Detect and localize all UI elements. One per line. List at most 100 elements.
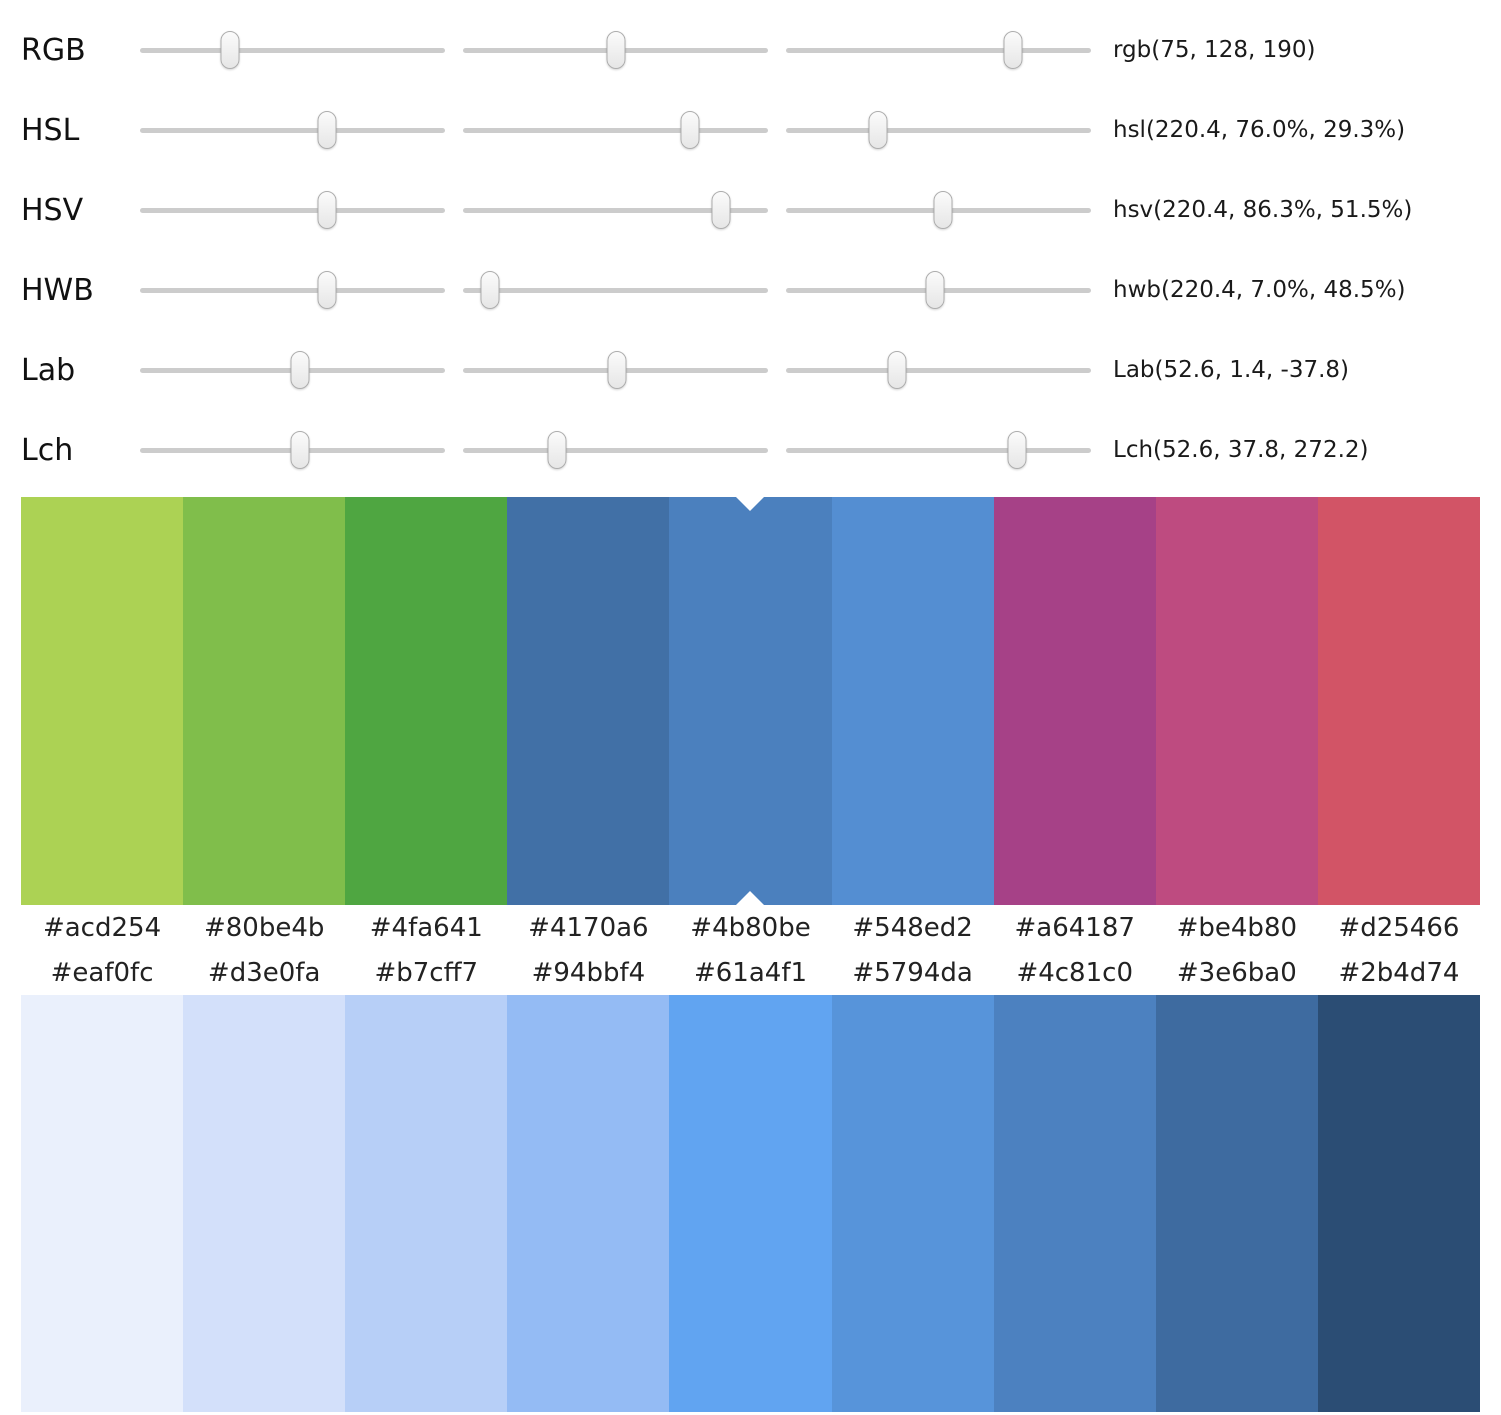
swatch-hex-label: #4c81c0: [1016, 957, 1133, 988]
swatch-hex-label: #d3e0fa: [207, 957, 321, 988]
slider-track-group: [140, 271, 1091, 309]
color-swatch[interactable]: [183, 497, 346, 905]
colorspace-label: HSV: [21, 192, 84, 228]
slider-handle[interactable]: [711, 191, 731, 229]
slider-track[interactable]: [463, 271, 768, 309]
slider-handle[interactable]: [220, 31, 240, 69]
slider-track-group: [140, 351, 1091, 389]
slider-handle[interactable]: [317, 271, 337, 309]
slider-track[interactable]: [786, 111, 1091, 149]
color-swatch[interactable]: [669, 497, 832, 905]
color-value-text: Lch(52.6, 37.8, 272.2): [1113, 437, 1369, 463]
swatch-hex-label: #a64187: [1014, 912, 1135, 943]
color-swatch[interactable]: [21, 995, 184, 1412]
color-swatch[interactable]: [183, 995, 346, 1412]
slider-track-group: [140, 431, 1091, 469]
color-value-text: hwb(220.4, 7.0%, 48.5%): [1113, 277, 1406, 303]
slider-handle[interactable]: [868, 111, 888, 149]
swatch-hex-label: #94bbf4: [531, 957, 646, 988]
slider-track[interactable]: [463, 31, 768, 69]
shade-palette: [21, 995, 1480, 1412]
color-value-text: hsl(220.4, 76.0%, 29.3%): [1113, 117, 1406, 143]
slider-track[interactable]: [140, 271, 445, 309]
slider-handle[interactable]: [480, 271, 500, 309]
slider-row: RGB rgb(75, 128, 190): [0, 10, 1501, 90]
slider-track-group: [140, 191, 1091, 229]
swatch-hex-label: #4b80be: [690, 912, 811, 943]
slider-row: Lab Lab(52.6, 1.4, -37.8): [0, 330, 1501, 410]
color-swatch[interactable]: [21, 497, 184, 905]
swatch-hex-label: #d25466: [1338, 912, 1460, 943]
slider-handle[interactable]: [317, 191, 337, 229]
colorspace-label: RGB: [21, 32, 86, 68]
shade-hex-labels-row: #eaf0fc #d3e0fa #b7cff7 #94bbf4 #61a4f1 #5794…: [21, 950, 1480, 995]
slider-track-group: [140, 111, 1091, 149]
slider-track-group: [140, 31, 1091, 69]
swatch-hex-label: #5794da: [852, 957, 973, 988]
slider-track[interactable]: [140, 191, 445, 229]
swatch-hex-label: #3e6ba0: [1176, 957, 1297, 988]
slider-track[interactable]: [786, 191, 1091, 229]
slider-row: Lch Lch(52.6, 37.8, 272.2): [0, 410, 1501, 490]
slider-track[interactable]: [786, 271, 1091, 309]
slider-handle[interactable]: [680, 111, 700, 149]
slider-handle[interactable]: [606, 31, 626, 69]
swatch-hex-label: #b7cff7: [374, 957, 479, 988]
slider-handle[interactable]: [887, 351, 907, 389]
slider-row: HWB hwb(220.4, 7.0%, 48.5%): [0, 250, 1501, 330]
slider-track[interactable]: [463, 431, 768, 469]
colorspace-label: HWB: [21, 272, 94, 308]
slider-row: HSV hsv(220.4, 86.3%, 51.5%): [0, 170, 1501, 250]
slider-track[interactable]: [140, 31, 445, 69]
slider-row: HSL hsl(220.4, 76.0%, 29.3%): [0, 90, 1501, 170]
slider-track[interactable]: [786, 351, 1091, 389]
slider-handle[interactable]: [607, 351, 627, 389]
color-swatch[interactable]: [993, 497, 1156, 905]
color-swatch[interactable]: [507, 995, 670, 1412]
swatch-hex-label: #4fa641: [369, 912, 483, 943]
slider-track[interactable]: [786, 31, 1091, 69]
selected-swatch-marker-bottom: [736, 891, 765, 905]
color-value-text: rgb(75, 128, 190): [1113, 37, 1316, 63]
slider-handle[interactable]: [547, 431, 567, 469]
slider-handle[interactable]: [925, 271, 945, 309]
slider-handle[interactable]: [1007, 431, 1027, 469]
swatch-hex-label: #548ed2: [852, 912, 973, 943]
color-swatch[interactable]: [831, 497, 994, 905]
slider-handle[interactable]: [933, 191, 953, 229]
colorspace-label: Lab: [21, 352, 76, 388]
slider-handle[interactable]: [290, 351, 310, 389]
hue-hex-labels-row: #acd254 #80be4b #4fa641 #4170a6 #4b80be #548e…: [21, 905, 1480, 950]
slider-track[interactable]: [463, 351, 768, 389]
slider-handle[interactable]: [317, 111, 337, 149]
swatch-hex-label: #80be4b: [203, 912, 325, 943]
colorspace-label: HSL: [21, 112, 80, 148]
color-swatch[interactable]: [1317, 995, 1480, 1412]
slider-track[interactable]: [140, 111, 445, 149]
color-swatch[interactable]: [345, 497, 508, 905]
color-swatch[interactable]: [1155, 995, 1318, 1412]
color-swatch[interactable]: [1317, 497, 1480, 905]
slider-track[interactable]: [463, 191, 768, 229]
color-swatch[interactable]: [345, 995, 508, 1412]
color-value-text: hsv(220.4, 86.3%, 51.5%): [1113, 197, 1413, 223]
slider-track[interactable]: [140, 431, 445, 469]
slider-track[interactable]: [786, 431, 1091, 469]
colorspace-label: Lch: [21, 432, 74, 468]
color-swatch[interactable]: [831, 995, 994, 1412]
selected-swatch-marker-top: [736, 497, 765, 511]
slider-handle[interactable]: [1003, 31, 1023, 69]
swatch-hex-label: #eaf0fc: [50, 957, 154, 988]
color-swatch[interactable]: [669, 995, 832, 1412]
swatch-hex-label: #61a4f1: [693, 957, 808, 988]
color-swatch[interactable]: [993, 995, 1156, 1412]
swatch-hex-label: #acd254: [42, 912, 162, 943]
color-swatch[interactable]: [507, 497, 670, 905]
slider-track[interactable]: [463, 111, 768, 149]
slider-track[interactable]: [140, 351, 445, 389]
hue-palette: [21, 497, 1480, 905]
slider-handle[interactable]: [290, 431, 310, 469]
swatch-hex-label: #be4b80: [1176, 912, 1298, 943]
color-swatch[interactable]: [1155, 497, 1318, 905]
